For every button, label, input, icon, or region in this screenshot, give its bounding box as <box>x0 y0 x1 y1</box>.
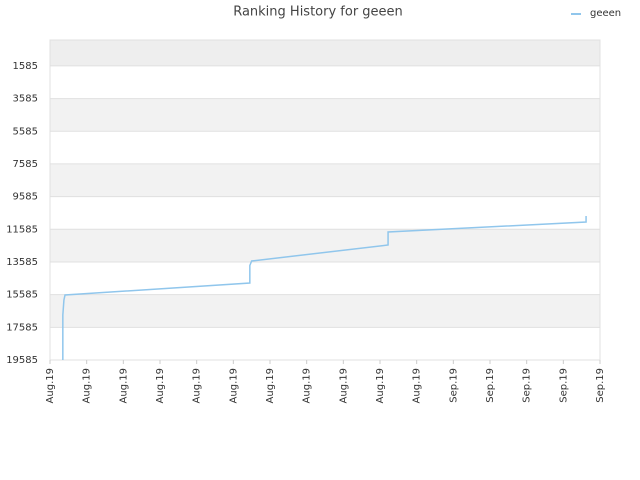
y-tick-label: 17585 <box>6 322 38 333</box>
data-line <box>62 216 587 360</box>
x-tick-label: Sep.19 <box>448 368 459 403</box>
y-tick-label: 5585 <box>13 126 38 137</box>
x-tick-label: Aug.19 <box>412 368 423 403</box>
y-tick-label: 9585 <box>13 192 38 203</box>
x-tick-label: Aug.19 <box>82 368 93 403</box>
y-tick-label: 1585 <box>13 61 38 72</box>
chart-title: Ranking History for geeen <box>233 5 403 20</box>
y-tick-label: 15585 <box>6 290 38 301</box>
y-tick-label: 7585 <box>13 159 38 170</box>
grid-band <box>50 65 600 99</box>
x-tick-label: Sep.19 <box>485 368 496 403</box>
grid-band <box>50 327 600 360</box>
grid-band <box>50 229 600 262</box>
x-tick-label: Aug.19 <box>265 368 276 403</box>
y-tick-label: 11585 <box>6 224 38 235</box>
grid-band <box>50 294 600 328</box>
x-tick-label: Aug.19 <box>228 368 239 403</box>
grid-band <box>50 163 600 197</box>
grid-band <box>50 40 600 66</box>
plot-frame <box>49 39 601 361</box>
grid-band <box>50 131 600 164</box>
grid-band <box>50 196 600 230</box>
y-tick-label: 19585 <box>6 355 38 366</box>
x-tick-label: Aug.19 <box>338 368 349 403</box>
x-tick-label: Aug.19 <box>45 368 56 403</box>
x-tick-label: Sep.19 <box>522 368 533 403</box>
grid-band <box>50 98 600 132</box>
grid-band <box>50 261 600 295</box>
legend-label: geeen <box>590 8 621 19</box>
x-tick-label: Aug.19 <box>375 368 386 403</box>
x-tick-label: Aug.19 <box>118 368 129 403</box>
x-tick-label: Aug.19 <box>192 368 203 403</box>
x-tick-label: Aug.19 <box>155 368 166 403</box>
y-tick-label: 3585 <box>13 94 38 105</box>
x-tick-label: Sep.19 <box>595 368 606 403</box>
y-tick-label: 13585 <box>6 257 38 268</box>
x-tick-label: Aug.19 <box>302 368 313 403</box>
x-tick-label: Sep.19 <box>558 368 569 403</box>
